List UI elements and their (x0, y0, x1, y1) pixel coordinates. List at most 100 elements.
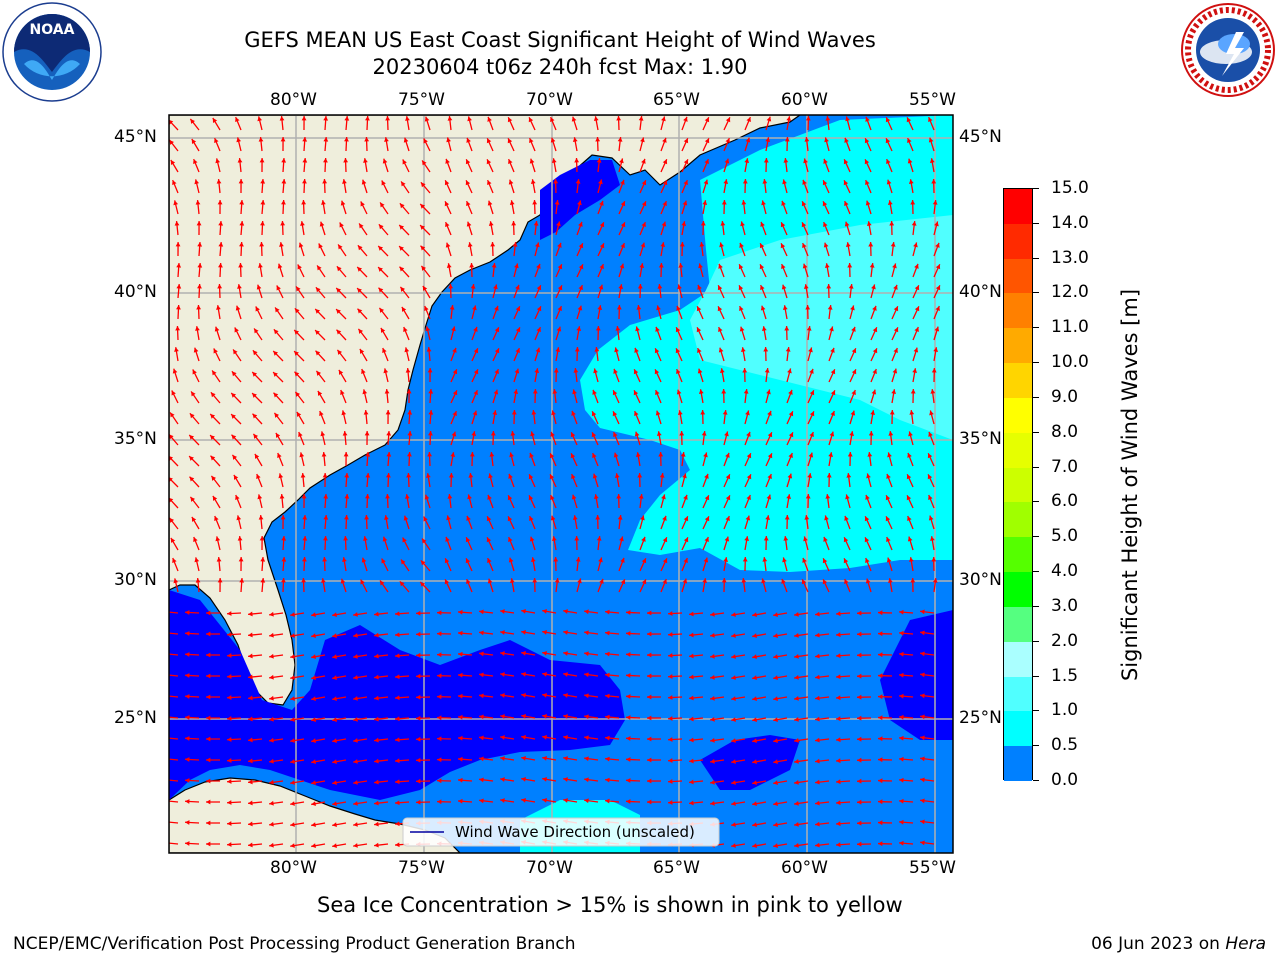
colorbar-segment (1004, 537, 1032, 573)
wind-arrow-head (719, 368, 725, 373)
wind-arrow-head (773, 822, 778, 827)
wind-arrow (169, 611, 179, 614)
wind-arrow-head (591, 411, 597, 417)
wind-arrow-head (194, 557, 200, 563)
wind-arrow-head (385, 494, 390, 499)
colorbar-segment (1004, 397, 1032, 434)
wind-arrow-head (788, 411, 794, 417)
wind-arrow-head (512, 242, 518, 247)
wind-arrow-head (322, 557, 327, 562)
wind-arrow-head (823, 222, 828, 228)
wind-arrow-head (164, 631, 169, 636)
wind-arrow-head (725, 495, 731, 501)
wind-arrow-head (654, 369, 660, 375)
wind-arrow-head (857, 652, 862, 658)
wind-arrow-head (865, 578, 871, 584)
wind-arrow-head (907, 452, 912, 458)
wind-arrow-head (872, 305, 877, 311)
wind-arrow-head (332, 780, 337, 785)
region-0m-coast (540, 160, 620, 240)
wind-arrow-head (703, 179, 709, 185)
wind-arrow-head (384, 137, 389, 142)
wind-arrow-head (529, 536, 535, 542)
wind-arrow-head (332, 759, 337, 764)
wind-arrow-head (598, 284, 604, 290)
wind-arrow-head (449, 305, 455, 310)
wind-arrow-head (593, 368, 598, 374)
wind-arrow-head (321, 578, 326, 583)
wind-arrow-head (844, 515, 849, 521)
lat-label-right: 30°N (959, 570, 1002, 590)
wind-arrow-head (509, 200, 515, 205)
wind-arrow-head (704, 117, 710, 123)
wind-arrow-head (298, 242, 304, 248)
wind-arrow-head (363, 158, 368, 163)
wind-arrow-head (773, 843, 778, 848)
wind-arrow-head (381, 180, 386, 186)
wind-arrow-head (400, 286, 406, 292)
wind-arrow-head (746, 474, 752, 480)
wind-arrow-head (511, 410, 517, 415)
wind-arrow-head (248, 737, 253, 743)
wind-arrow-head (164, 778, 169, 783)
wind-arrow-head (550, 137, 556, 143)
wind-arrow-head (164, 715, 169, 720)
wind-arrow-head (521, 735, 526, 740)
wind-arrow-head (290, 633, 295, 638)
wind-arrow-head (767, 474, 772, 480)
wind-arrow-head (269, 674, 274, 680)
wind-arrow-head (420, 225, 425, 230)
nws-logo-icon (1178, 2, 1278, 98)
wind-arrow-head (248, 842, 253, 848)
wind-arrow-head (844, 579, 849, 585)
wind-arrow-head (185, 715, 190, 720)
wind-arrow-head (885, 117, 891, 123)
wind-arrow-head (217, 200, 223, 205)
wind-arrow-head (403, 137, 409, 143)
wind-arrow-head (551, 410, 556, 416)
wind-arrow-head (871, 389, 877, 395)
wind-arrow-head (830, 411, 835, 417)
wind-arrow-head (911, 221, 917, 226)
wind-arrow-head (235, 117, 240, 123)
wind-arrow-head (542, 650, 547, 656)
wind-arrow-head (899, 693, 904, 699)
wind-arrow-head (872, 369, 877, 375)
wind-arrow-head (218, 263, 223, 268)
wind-arrow-head (500, 756, 505, 761)
wind-arrow-head (570, 432, 576, 438)
wind-arrow-head (465, 558, 471, 564)
wind-arrow-head (174, 221, 180, 226)
wind-arrow-head (836, 779, 841, 785)
wind-arrow-head (169, 456, 174, 461)
wind-arrow-head (542, 713, 547, 719)
wind-arrow-head (164, 841, 169, 846)
wind-arrow-head (689, 800, 694, 806)
legend-label: Wind Wave Direction (unscaled) (455, 823, 695, 841)
wind-arrow-head (529, 516, 534, 522)
wind-arrow-head (269, 842, 274, 848)
wind-arrow-head (239, 242, 244, 247)
wind-arrow-head (302, 536, 308, 541)
wind-arrow-head (378, 245, 384, 251)
wind-arrow-head (920, 798, 925, 804)
wind-arrow-head (447, 116, 453, 121)
wind-arrow-head (704, 516, 710, 522)
colorbar-tick-mark (1033, 362, 1039, 364)
wind-arrow-head (227, 674, 232, 679)
wind-arrow-head (217, 578, 223, 583)
wind-arrow-head (445, 242, 451, 248)
wind-arrow-head (612, 390, 618, 396)
wind-arrow-head (515, 348, 520, 354)
wind-arrow-head (542, 629, 547, 635)
wind-arrow-head (786, 494, 792, 499)
wind-arrow-head (815, 842, 820, 848)
wind-arrow-head (815, 737, 820, 743)
wind-arrow-head (584, 651, 589, 657)
wind-arrow-head (906, 495, 912, 501)
wind-arrow-head (296, 286, 301, 292)
wind-arrow-head (493, 389, 499, 395)
wind-arrow-head (386, 431, 392, 436)
wind-arrow-head (731, 654, 736, 659)
wind-arrow-head (857, 694, 862, 700)
